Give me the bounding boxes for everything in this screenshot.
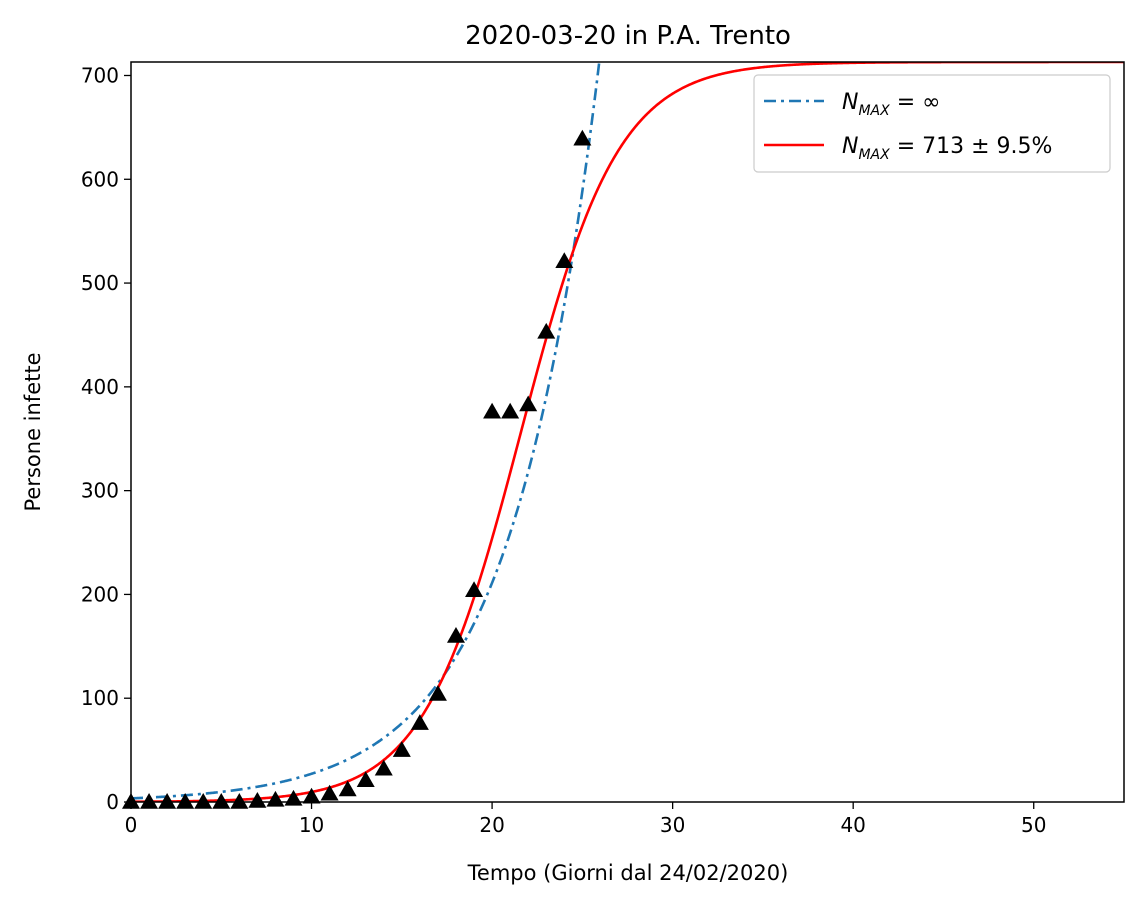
x-tick-label: 40 [840, 813, 865, 837]
data-point [392, 741, 411, 757]
data-point [284, 789, 303, 806]
x-tick-label: 0 [125, 813, 138, 837]
y-tick-label: 0 [106, 790, 119, 814]
data-point [212, 793, 231, 809]
data-point [519, 395, 538, 412]
data-point [140, 793, 159, 809]
y-tick-label: 500 [81, 271, 119, 295]
data-point [428, 685, 447, 701]
data-point [230, 793, 249, 809]
legend: NMAX = ∞ NMAX = 713 ± 9.5% [753, 74, 1111, 173]
x-tick-label: 50 [1021, 813, 1046, 837]
plot-area-frame [130, 61, 1125, 803]
legend-label-exponential: NMAX = ∞ [842, 90, 940, 119]
y-tick-label: 400 [81, 375, 119, 399]
data-point [356, 771, 375, 787]
x-axis: 0 10 20 30 40 50 [125, 802, 1046, 837]
data-point [555, 252, 574, 269]
data-point [501, 402, 520, 419]
data-point [338, 780, 357, 797]
data-point [320, 784, 339, 801]
data-point [176, 793, 195, 809]
x-tick-label: 20 [479, 813, 504, 837]
chart-title: 2020-03-20 in P.A. Trento [465, 21, 791, 51]
data-point [158, 793, 177, 809]
data-point [483, 402, 502, 419]
y-tick-label: 700 [81, 63, 119, 87]
x-tick-label: 30 [660, 813, 685, 837]
y-tick-label: 300 [81, 479, 119, 503]
data-point [573, 129, 592, 146]
x-tick-label: 10 [299, 813, 324, 837]
y-tick-label: 600 [81, 167, 119, 191]
y-tick-label: 200 [81, 582, 119, 606]
data-point [537, 322, 556, 339]
y-axis-label: Persone infette [21, 352, 45, 511]
data-point [465, 581, 484, 598]
x-axis-label: Tempo (Giorni dal 24/02/2020) [467, 861, 789, 885]
y-tick-label: 100 [81, 686, 119, 710]
data-point [248, 791, 267, 808]
data-point [374, 759, 393, 776]
data-point [194, 793, 213, 809]
series-line-logistic [131, 62, 1124, 802]
data-point [446, 626, 465, 643]
y-axis: 0 100 200 300 400 500 600 700 [81, 63, 131, 814]
data-point [302, 787, 321, 804]
series-line-exponential [131, 62, 601, 800]
legend-box [753, 74, 1111, 173]
legend-label-logistic: NMAX = 713 ± 9.5% [842, 134, 1052, 163]
data-point [410, 714, 429, 730]
